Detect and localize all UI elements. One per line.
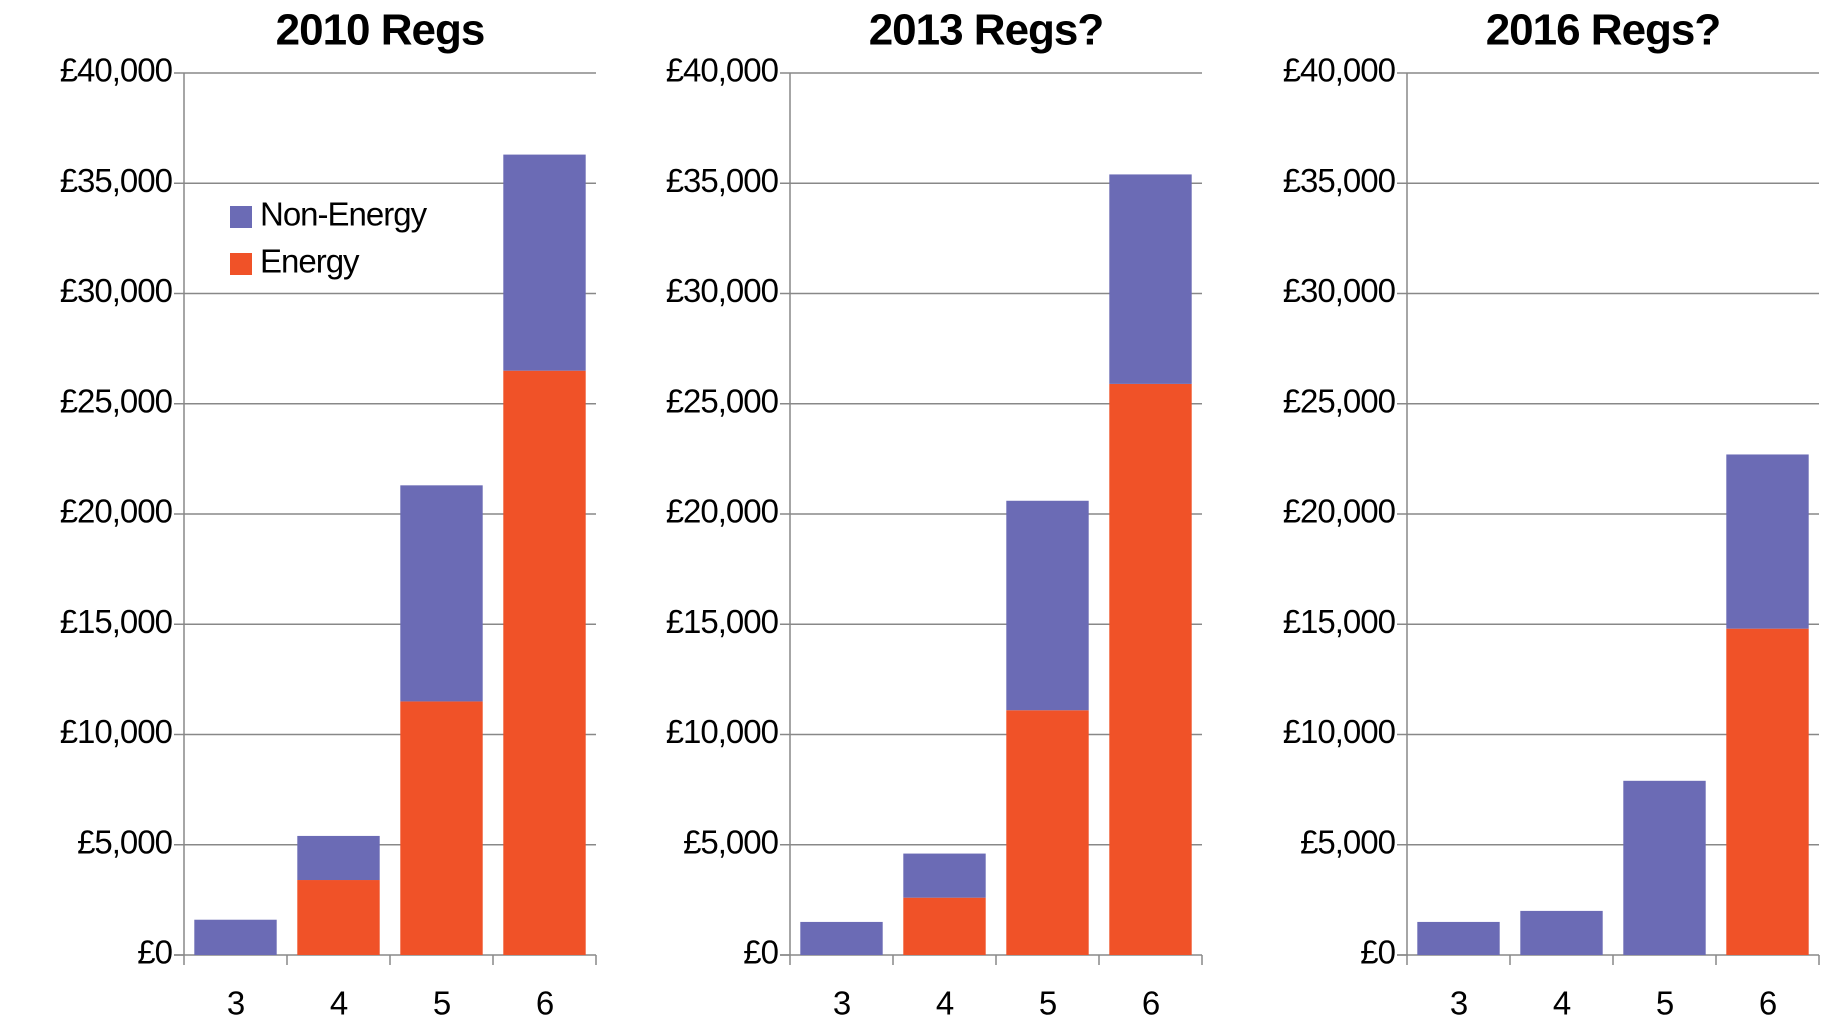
y-tick-label: £40,000 [60, 52, 173, 89]
y-tick-label: £5,000 [1300, 823, 1396, 860]
bar-segment [400, 485, 483, 702]
legend-label: Energy [260, 243, 360, 280]
x-tick-label: 3 [227, 985, 244, 1022]
bar-segment [1006, 500, 1089, 711]
x-tick-label: 4 [1553, 985, 1571, 1022]
chart-title: 2010 Regs [276, 6, 485, 55]
x-tick-label: 4 [936, 985, 954, 1022]
y-tick-label: £10,000 [1283, 713, 1396, 750]
y-tick-label: £35,000 [60, 162, 173, 199]
bar-segment [1726, 628, 1809, 955]
bar-segment [503, 370, 586, 955]
chart-title: 2016 Regs? [1486, 6, 1721, 55]
y-tick-label: £40,000 [666, 52, 779, 89]
y-tick-label: £25,000 [60, 382, 173, 419]
bar-segment [297, 835, 380, 881]
y-tick-label: £20,000 [666, 493, 779, 530]
x-tick-label: 5 [433, 985, 450, 1022]
y-tick-label: £35,000 [666, 162, 779, 199]
y-tick-label: £15,000 [60, 603, 173, 640]
bar-segment [1726, 454, 1809, 629]
y-tick-label: £0 [743, 934, 778, 971]
x-tick-label: 5 [1039, 985, 1056, 1022]
bar-segment [1417, 921, 1500, 955]
y-tick-label: £25,000 [666, 382, 779, 419]
bar-segment [1006, 710, 1089, 955]
y-tick-label: £35,000 [1283, 162, 1396, 199]
x-tick-label: 6 [1142, 985, 1159, 1022]
y-tick-label: £15,000 [1283, 603, 1396, 640]
bar-segment [1109, 174, 1192, 384]
bar-segment [503, 154, 586, 371]
bar-segment [1623, 780, 1706, 955]
y-tick-label: £15,000 [666, 603, 779, 640]
x-tick-label: 3 [833, 985, 850, 1022]
legend-swatch [230, 206, 252, 228]
y-tick-label: £20,000 [60, 493, 173, 530]
y-tick-label: £0 [1360, 934, 1395, 971]
x-tick-label: 5 [1656, 985, 1673, 1022]
x-tick-label: 4 [330, 985, 348, 1022]
y-tick-label: £30,000 [1283, 272, 1396, 309]
bar-segment [400, 701, 483, 955]
bar-segment [194, 919, 277, 955]
bar-segment [1520, 910, 1603, 955]
bar-segment [297, 880, 380, 955]
y-tick-label: £0 [137, 934, 172, 971]
y-tick-label: £20,000 [1283, 493, 1396, 530]
x-tick-label: 3 [1450, 985, 1467, 1022]
bar-segment [800, 921, 883, 955]
legend-swatch [230, 253, 252, 275]
bar-segment [903, 853, 986, 898]
y-tick-label: £10,000 [666, 713, 779, 750]
legend-label: Non-Energy [260, 196, 428, 233]
x-tick-label: 6 [1759, 985, 1776, 1022]
chart-title: 2013 Regs? [869, 6, 1104, 55]
y-tick-label: £5,000 [77, 823, 173, 860]
bar-segment [1109, 383, 1192, 955]
y-tick-label: £30,000 [666, 272, 779, 309]
y-tick-label: £25,000 [1283, 382, 1396, 419]
x-tick-label: 6 [536, 985, 553, 1022]
y-tick-label: £5,000 [683, 823, 779, 860]
bar-segment [903, 897, 986, 955]
y-tick-label: £10,000 [60, 713, 173, 750]
y-tick-label: £30,000 [60, 272, 173, 309]
y-tick-label: £40,000 [1283, 52, 1396, 89]
